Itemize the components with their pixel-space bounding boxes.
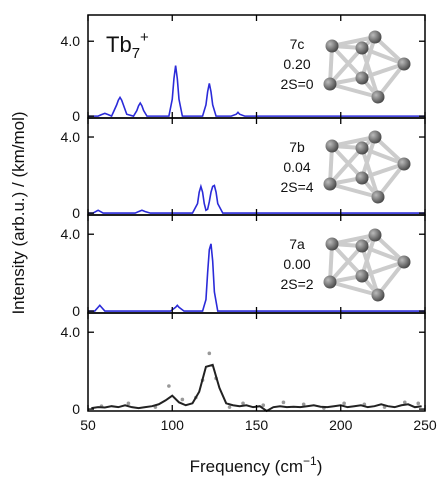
- y-tick-label: 4.0: [61, 226, 81, 242]
- spectrum-line: [91, 363, 422, 413]
- spectrum-line: [88, 65, 425, 118]
- x-tick-label: 50: [80, 417, 96, 433]
- data-dot: [227, 405, 232, 409]
- spectrum-line: [88, 183, 425, 214]
- title-sub: 7: [132, 45, 140, 62]
- chart-title: Tb7+: [106, 29, 149, 62]
- spectrum-line: [88, 243, 425, 312]
- x-tick-label: 250: [413, 417, 437, 433]
- y-tick-label: 4.0: [61, 324, 81, 340]
- data-dot: [180, 397, 185, 402]
- data-dot: [167, 384, 171, 388]
- title-sup: +: [140, 29, 149, 46]
- cluster-icon: [321, 28, 413, 106]
- data-dot: [126, 401, 131, 406]
- panel-frame: [87, 14, 426, 119]
- panel-frame: [87, 312, 426, 412]
- x-axis-label: Frequency (cm−1): [190, 454, 323, 476]
- y-tick-label: 4.0: [61, 129, 81, 145]
- title-text: Tb: [106, 32, 132, 57]
- annotation: 2S=2: [280, 276, 313, 292]
- cluster-icon: [321, 226, 413, 304]
- annotation: 2S=0: [280, 76, 313, 92]
- x-tick-label: 150: [245, 417, 269, 433]
- x-label-text: Frequency (cm: [190, 457, 303, 476]
- data-dot: [301, 402, 306, 407]
- y-tick-label: 0: [72, 108, 80, 124]
- y-tick-label: 0: [72, 205, 80, 221]
- y-tick-label: 4.0: [61, 33, 81, 49]
- y-tick-label: 0: [72, 303, 80, 319]
- data-dot: [207, 351, 212, 356]
- y-axis-label: Intensity (arb.u.) / (km/mol): [9, 111, 28, 314]
- data-dot: [416, 401, 421, 406]
- annotation: 0.20: [283, 56, 310, 72]
- annotation: 0.04: [283, 159, 310, 175]
- data-dot: [281, 400, 286, 405]
- data-dot: [261, 403, 266, 408]
- x-tick-label: 100: [161, 417, 185, 433]
- annotation: 0.00: [283, 256, 310, 272]
- annotation: 7c: [290, 36, 305, 52]
- cluster-icon: [321, 128, 413, 206]
- x-label-sup: −1: [303, 454, 317, 468]
- x-tick-label: 200: [329, 417, 353, 433]
- annotation: 2S=4: [280, 179, 313, 195]
- data-dot: [402, 400, 407, 405]
- data-dot: [241, 401, 245, 406]
- annotation: 7b: [289, 139, 305, 155]
- data-dot: [342, 401, 346, 406]
- y-tick-label: 0: [72, 401, 80, 417]
- x-label-tail: ): [317, 457, 323, 476]
- annotation: 7a: [289, 236, 305, 252]
